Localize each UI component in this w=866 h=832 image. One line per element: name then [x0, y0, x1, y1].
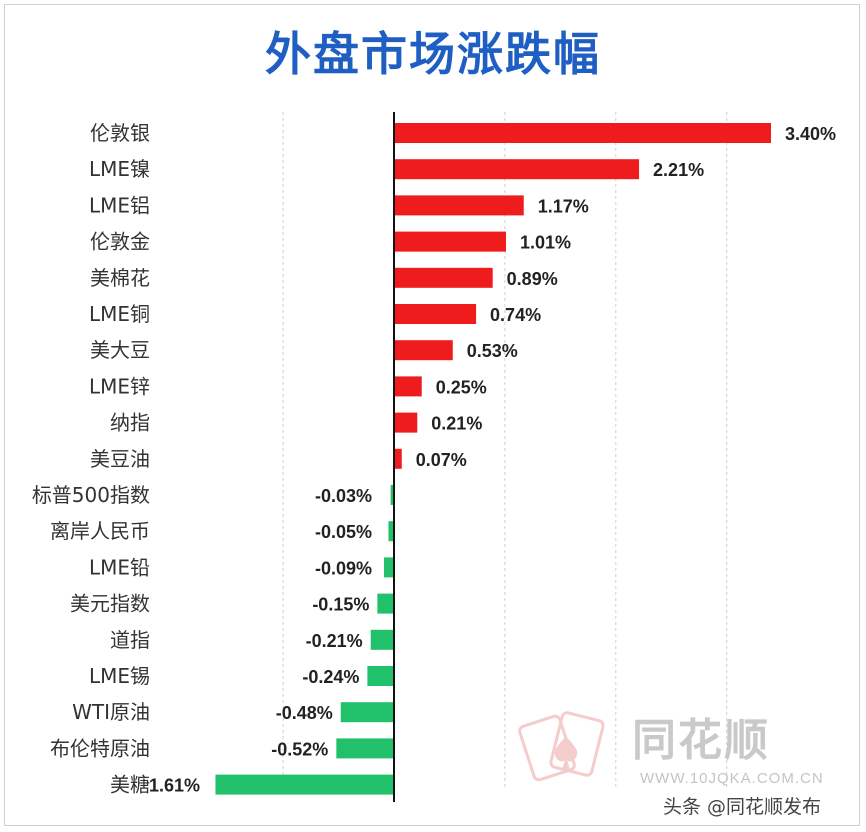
bar [394, 123, 771, 143]
category-label: 布伦特原油 [50, 736, 150, 760]
category-label: 美豆油 [90, 447, 150, 471]
data-label: -0.09% [315, 558, 372, 578]
bar [336, 738, 394, 759]
data-label: -0.48% [276, 703, 333, 723]
data-label: -0.52% [271, 739, 328, 759]
category-label: 伦敦银 [90, 121, 150, 145]
bar [394, 340, 453, 361]
bar [394, 412, 418, 433]
bar [394, 195, 524, 216]
bar [370, 629, 394, 650]
category-label: LME镍 [89, 157, 150, 181]
bar [340, 702, 394, 723]
category-label: LME锌 [89, 374, 150, 398]
data-label: 0.21% [431, 414, 482, 434]
data-label: -0.05% [315, 522, 372, 542]
category-label: 美棉花 [90, 266, 150, 290]
category-label: LME铅 [89, 555, 150, 579]
data-label: 1.17% [538, 196, 589, 216]
data-label: -0.15% [312, 595, 369, 615]
data-label: 0.07% [416, 450, 467, 470]
category-label: 美大豆 [90, 338, 150, 362]
bar [394, 231, 506, 252]
data-label: -0.21% [306, 631, 363, 651]
bar [394, 448, 402, 469]
bar [394, 267, 493, 288]
bar [390, 485, 394, 505]
bar [377, 593, 394, 614]
category-label: 标普500指数 [32, 483, 150, 507]
category-label: 离岸人民币 [50, 519, 150, 543]
category-label: 纳指 [110, 411, 150, 435]
category-label: 美元指数 [70, 592, 150, 616]
bar [394, 159, 640, 180]
data-label: 1.01% [520, 233, 571, 253]
category-label: WTI原油 [72, 700, 150, 724]
bar [394, 304, 477, 324]
category-label: LME铜 [89, 302, 150, 326]
category-label: 伦敦金 [90, 230, 150, 254]
bar [388, 521, 394, 542]
data-label: 1.61% [149, 776, 200, 796]
data-label: 3.40% [785, 124, 836, 144]
chart-title: 外盘市场涨跌幅 [265, 27, 601, 81]
watermark-brand: 同花顺 [632, 715, 770, 766]
bar [367, 666, 394, 686]
bar [215, 774, 394, 795]
data-label: -0.03% [315, 486, 372, 506]
spade-card-icon [518, 711, 605, 782]
bar [384, 557, 394, 578]
data-label: 0.53% [467, 341, 518, 361]
watermark-url: WWW.10JQKA.COM.CN [640, 770, 824, 787]
category-label: LME锡 [89, 664, 150, 688]
data-label: -0.24% [302, 667, 359, 687]
footer-source: 头条 @同花顺发布 [663, 796, 822, 818]
data-label: 0.25% [436, 377, 487, 397]
data-label: 0.89% [507, 269, 558, 289]
category-label: 美糖 [110, 773, 150, 797]
bar [394, 376, 422, 397]
data-label: 2.21% [653, 160, 704, 180]
data-label: 0.74% [490, 305, 541, 325]
category-label: LME铝 [89, 193, 150, 217]
chart-frame [4, 4, 860, 826]
category-label: 道指 [110, 628, 150, 652]
